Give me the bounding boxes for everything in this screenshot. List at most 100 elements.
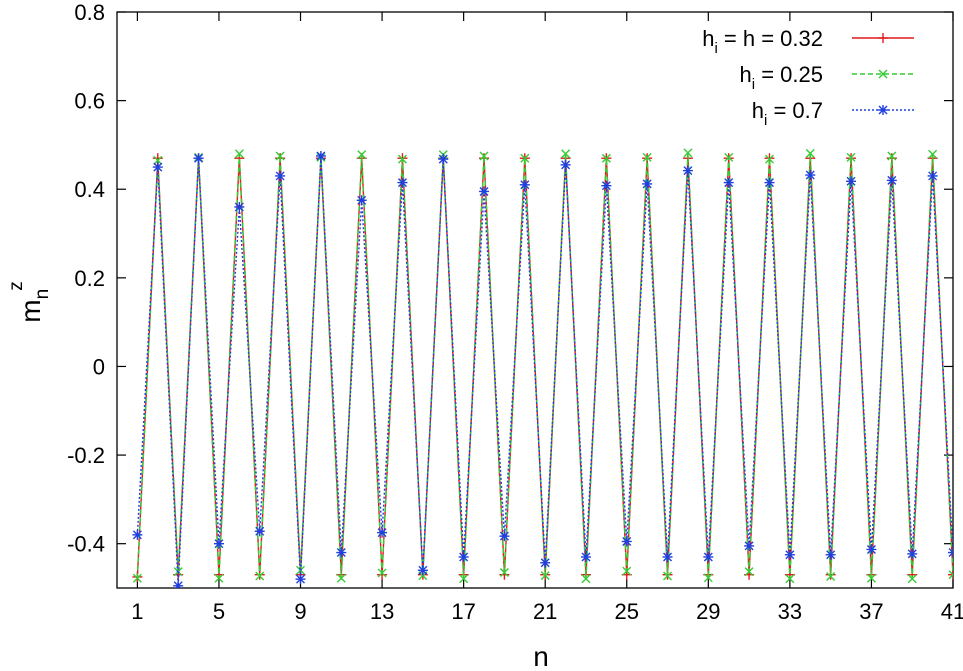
data-point (662, 551, 673, 562)
data-point (724, 152, 734, 162)
data-point (377, 527, 388, 538)
legend-label: hi = h = 0.32 (702, 26, 823, 57)
data-point (744, 567, 754, 577)
data-point (213, 538, 224, 549)
y-axis-title-sup: z (6, 281, 27, 291)
data-point (560, 159, 571, 170)
x-tick-label: 13 (370, 599, 394, 624)
data-point (703, 573, 713, 583)
data-point (152, 162, 163, 173)
data-point (866, 573, 876, 583)
data-point (887, 151, 897, 161)
data-point (663, 571, 673, 581)
data-point (458, 551, 469, 562)
data-point (540, 557, 551, 568)
x-tick-label: 41 (941, 599, 963, 624)
data-point (826, 571, 836, 581)
y-tick-label: 0 (93, 354, 105, 379)
data-point (214, 573, 224, 583)
x-tick-label: 21 (533, 599, 557, 624)
data-point (785, 574, 795, 584)
x-tick-label: 9 (294, 599, 306, 624)
y-axis-title-base: m (15, 299, 46, 322)
data-point (357, 150, 367, 160)
x-tick-label: 29 (696, 599, 720, 624)
data-point (703, 551, 714, 562)
legend-item: hi = h = 0.32 (702, 26, 914, 57)
y-tick-label: 0.2 (74, 266, 105, 291)
data-point (255, 571, 265, 581)
data-point (642, 178, 653, 189)
data-point (580, 551, 591, 562)
data-point (886, 175, 897, 186)
data-point (601, 153, 611, 163)
data-point (479, 186, 490, 197)
data-point (805, 148, 815, 158)
data-point (621, 536, 632, 547)
x-tick-label: 17 (451, 599, 475, 624)
x-tick-label: 25 (615, 599, 639, 624)
data-point (878, 33, 888, 43)
data-point (499, 531, 510, 542)
data-point (438, 154, 449, 165)
data-point (622, 566, 632, 576)
x-axis-title: n (533, 641, 549, 671)
x-tick-label: 1 (131, 599, 143, 624)
data-point (275, 151, 285, 161)
data-point (519, 179, 530, 190)
series-line (136, 152, 953, 579)
series-line (136, 155, 953, 586)
data-point (417, 565, 428, 576)
legend-label: hi = 0.25 (740, 62, 823, 93)
data-point (744, 540, 755, 551)
data-point (764, 177, 775, 188)
data-point (315, 151, 326, 161)
legend-item: hi = 0.7 (752, 98, 914, 129)
data-point (948, 569, 953, 580)
legend-item: hi = 0.25 (740, 62, 914, 93)
data-point (132, 529, 143, 540)
data-point (153, 155, 163, 165)
data-point (784, 549, 795, 560)
data-point (764, 154, 774, 164)
data-point (825, 549, 836, 560)
data-point (356, 195, 367, 206)
data-point (275, 170, 286, 181)
data-point (907, 548, 918, 559)
y-tick-label: 0.6 (74, 89, 105, 114)
data-point (846, 152, 856, 162)
series-group (132, 148, 953, 588)
y-tick-label: 0.4 (74, 177, 105, 202)
data-point (642, 152, 652, 162)
data-point (520, 153, 530, 163)
legend-label: hi = 0.7 (752, 98, 823, 129)
data-point (540, 571, 550, 581)
data-point (601, 180, 612, 191)
data-point (878, 105, 888, 115)
data-point (682, 165, 693, 176)
data-point (397, 177, 408, 188)
series-3 (132, 151, 953, 588)
series-line (136, 158, 953, 577)
data-point (479, 151, 489, 161)
data-point (805, 170, 816, 181)
data-point (927, 170, 938, 181)
data-point (948, 547, 953, 558)
series-1 (132, 153, 953, 582)
y-tick-label: 0.8 (74, 0, 105, 25)
data-point (336, 573, 346, 583)
data-point (254, 526, 265, 537)
data-point (683, 148, 693, 158)
plot-frame (116, 11, 954, 589)
data-point (377, 568, 387, 578)
data-point (234, 201, 245, 212)
y-tick-label: -0.2 (67, 443, 105, 468)
data-point (193, 153, 204, 164)
data-point (581, 574, 591, 584)
x-tick-label: 33 (778, 599, 802, 624)
data-point (132, 573, 142, 583)
data-point (499, 567, 509, 577)
y-axis-title: mnz (6, 281, 53, 322)
data-point (173, 580, 184, 588)
